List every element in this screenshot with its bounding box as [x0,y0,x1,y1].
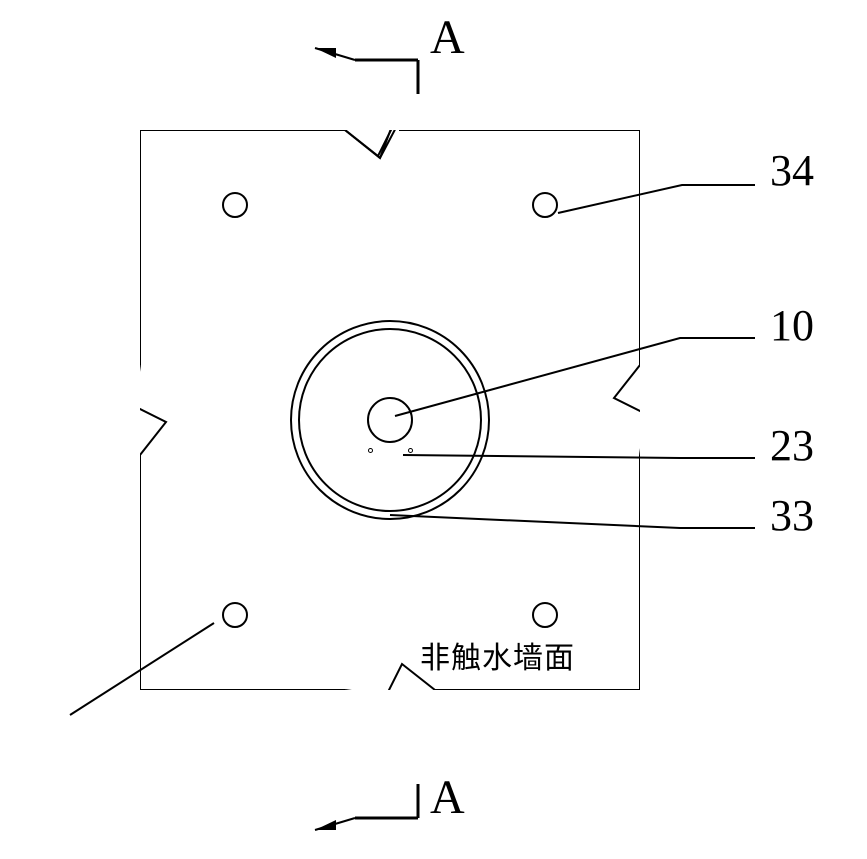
diagram-stage: A [0,0,867,859]
section-bottom-mark [0,0,867,859]
section-letter-bottom: A [430,770,465,825]
